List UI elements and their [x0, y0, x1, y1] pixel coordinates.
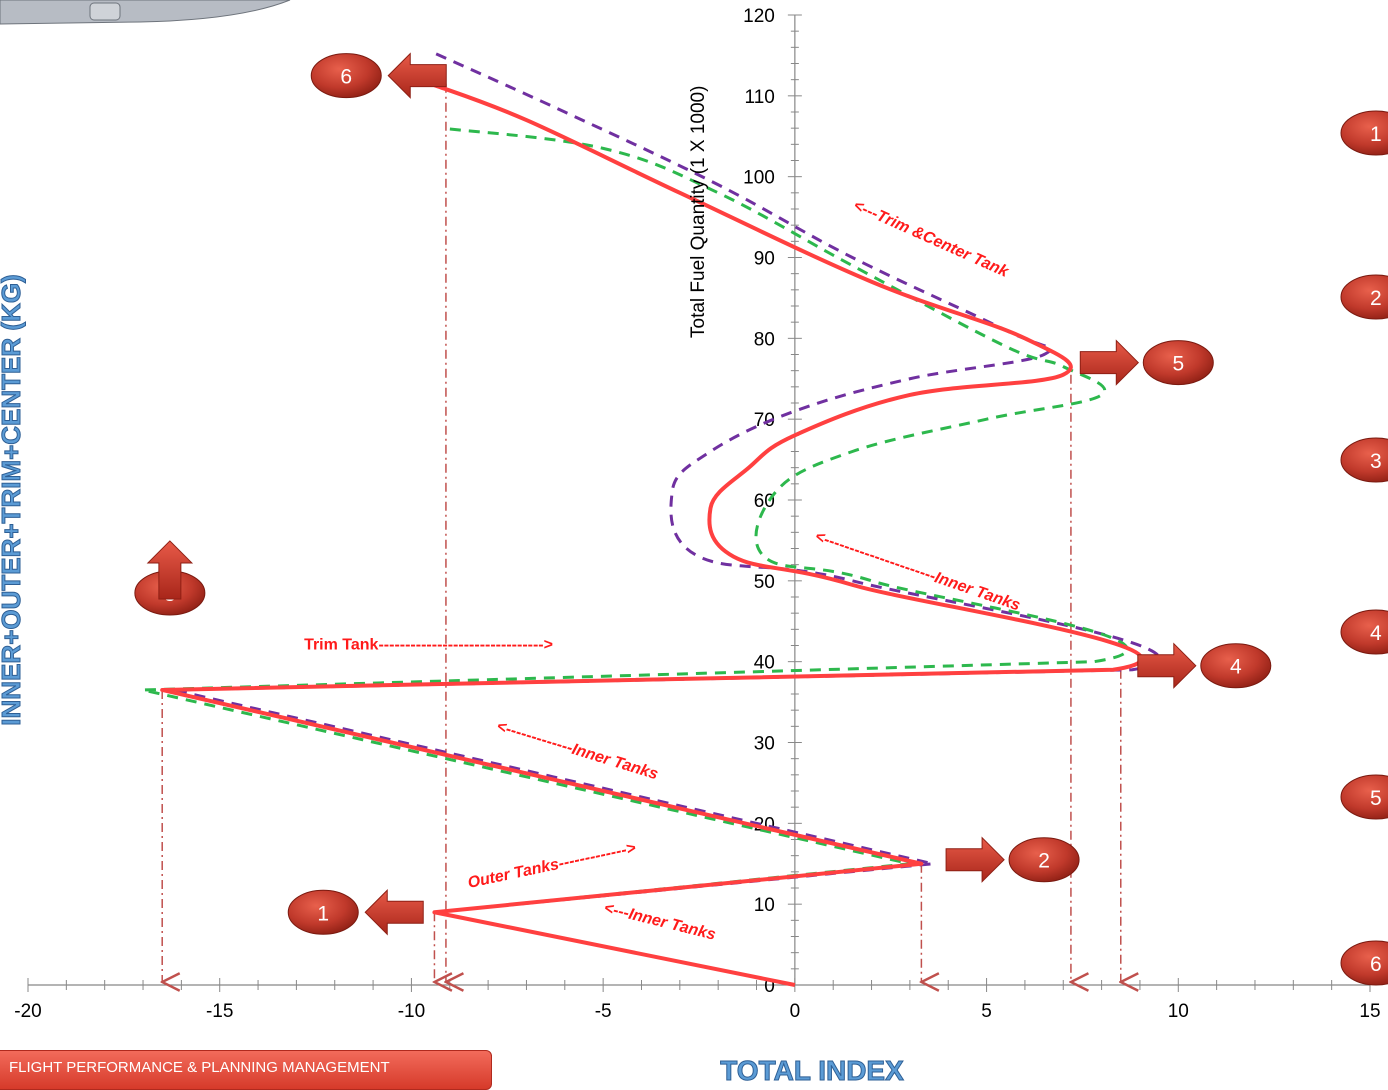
y-tick-label: 0 — [764, 976, 775, 997]
x-axis-title: TOTAL INDEX — [720, 1055, 904, 1086]
y-tick-label: 100 — [743, 168, 775, 189]
point-marker: 2 — [1008, 837, 1080, 883]
y-tick-label: 40 — [754, 653, 775, 674]
point-marker: 6 — [310, 53, 382, 99]
x-tick-label: 10 — [1168, 1001, 1189, 1022]
annotations-layer: <---Trim &Center Tank<------------------… — [304, 197, 1022, 944]
marker-number: 3 — [1370, 450, 1382, 473]
marker-bubble — [1340, 274, 1388, 320]
arrow-icon — [387, 52, 447, 99]
arrow-icon — [146, 540, 194, 600]
footer-banner: FLIGHT PERFORMANCE & PLANNING MANAGEMENT — [0, 1050, 492, 1090]
marker-bubble — [1340, 437, 1388, 483]
arrow-shape — [1137, 642, 1197, 689]
x-tick-label: -15 — [206, 1001, 233, 1022]
series-layer — [141, 50, 1161, 987]
marker-bubble — [1142, 340, 1214, 386]
marker-number: 4 — [1230, 656, 1242, 679]
right-edge-marker: 6 — [1340, 940, 1388, 986]
marker-bubble — [287, 889, 359, 935]
x-tick-label: -10 — [398, 1001, 425, 1022]
x-tick-label: 15 — [1359, 1001, 1380, 1022]
arrow-icon — [1137, 642, 1197, 689]
y-axis-title: Total Fuel Quantity (1 X 1000) — [688, 86, 709, 338]
right-markers-layer: 1 2 3 4 5 6 — [1340, 110, 1388, 986]
series-line-solid — [160, 81, 1144, 987]
airplane-graphic — [0, 0, 291, 25]
right-edge-marker: 2 — [1340, 274, 1388, 320]
marker-bubble — [1008, 837, 1080, 883]
marker-number: 4 — [1370, 622, 1382, 645]
point-marker: 1 — [287, 889, 359, 935]
arrow-shape — [1079, 339, 1139, 386]
arrow-shape — [945, 836, 1005, 883]
x-tick-label: -20 — [14, 1001, 41, 1022]
marker-bubble — [310, 53, 382, 99]
y-tick-label: 80 — [754, 329, 775, 350]
marker-bubble — [1340, 609, 1388, 655]
arrow-shape — [364, 889, 424, 936]
marker-bubble — [1340, 940, 1388, 986]
footer-text: FLIGHT PERFORMANCE & PLANNING MANAGEMENT — [9, 1059, 390, 1076]
x-tick-label: 0 — [790, 1001, 801, 1022]
y-tick-label: 70 — [754, 410, 775, 431]
marker-number: 1 — [1370, 123, 1382, 146]
y-tick-label: 30 — [754, 734, 775, 755]
marker-number: 1 — [317, 902, 329, 925]
arrow-shape — [146, 540, 194, 600]
y-tick-label: 90 — [754, 249, 775, 270]
marker-bubble — [1340, 774, 1388, 820]
marker-number: 5 — [1172, 353, 1184, 376]
y-tick-label: 50 — [754, 572, 775, 593]
marker-number: 6 — [340, 66, 352, 89]
annotation-label: <---Inner Tanks — [602, 900, 717, 944]
arrow-shape — [387, 52, 447, 99]
point-marker: 5 — [1142, 340, 1214, 386]
arrow-icon — [945, 836, 1005, 883]
axes-layer: -20 -15 -10 -5 0 5 10 1501020304050607080901001… — [14, 6, 1380, 1022]
y-tick-label: 60 — [754, 491, 775, 512]
series-line-dashed — [172, 50, 1161, 987]
right-edge-marker: 3 — [1340, 437, 1388, 483]
annotation-label: Trim Tank-------------------------------… — [304, 637, 553, 654]
marker-number: 5 — [1370, 787, 1382, 810]
y-tick-label: 110 — [745, 87, 775, 108]
right-edge-marker: 5 — [1340, 774, 1388, 820]
point-marker: 4 — [1200, 643, 1272, 689]
marker-number: 6 — [1370, 953, 1382, 976]
annotation-label: <---Trim &Center Tank — [851, 197, 1012, 281]
right-edge-marker: 1 — [1340, 110, 1388, 156]
arrow-icon — [364, 889, 424, 936]
marker-bubble — [1200, 643, 1272, 689]
y-tick-label: 10 — [754, 895, 775, 916]
left-axis-title: INNER+OUTER+TRIM+CENTER (KG) — [0, 274, 26, 725]
annotation-label: Outer Tanks-------------> — [466, 840, 637, 892]
y-tick-label: 120 — [743, 6, 775, 27]
arrow-icon — [1079, 339, 1139, 386]
marker-number: 2 — [1038, 850, 1050, 873]
right-edge-marker: 4 — [1340, 609, 1388, 655]
x-tick-label: 5 — [981, 1001, 992, 1022]
x-tick-label: -5 — [595, 1001, 612, 1022]
marker-number: 2 — [1370, 287, 1382, 310]
drop-lines-layer — [162, 83, 1121, 982]
marker-bubble — [1340, 110, 1388, 156]
